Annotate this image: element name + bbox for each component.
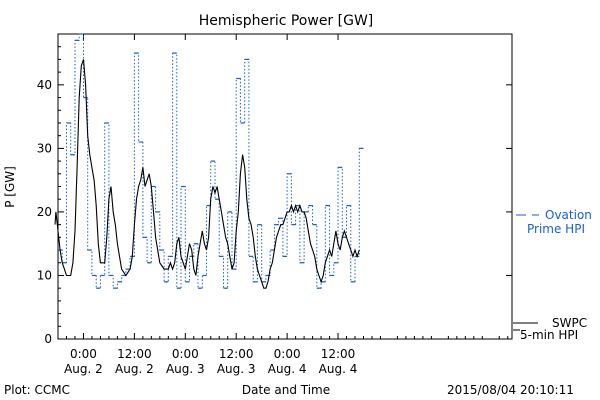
x-tick-time-label: 12:00 — [219, 347, 254, 361]
x-tick-time-label: 12:00 — [117, 347, 152, 361]
legend-ovation-line1: Ovation — [545, 208, 592, 222]
footer-timestamp: 2015/08/04 20:10:11 — [447, 383, 574, 397]
x-tick-time-label: 0:00 — [274, 347, 301, 361]
legend-swpc-line2: 5-min HPI — [520, 328, 578, 342]
chart-title: Hemispheric Power [GW] — [199, 13, 374, 29]
series-ovation-prime-hpi — [58, 33, 364, 289]
x-tick-time-label: 0:00 — [172, 347, 199, 361]
plot-frame — [57, 33, 513, 340]
y-tick-label: 0 — [44, 332, 52, 346]
legend-swpc-line1: SWPC — [552, 316, 587, 330]
x-tick-date-label: Aug. 2 — [64, 362, 103, 376]
y-tick-label: 30 — [37, 141, 52, 155]
x-tick-date-label: Aug. 4 — [268, 362, 307, 376]
x-tick-date-label: Aug. 2 — [115, 362, 154, 376]
x-tick-date-label: Aug. 4 — [319, 362, 358, 376]
y-tick-label: 20 — [37, 205, 52, 219]
series-layer — [54, 33, 364, 289]
x-tick-date-label: Aug. 3 — [166, 362, 205, 376]
y-axis: 0 10 20 30 40 — [37, 46, 512, 346]
y-tick-label: 40 — [37, 78, 52, 92]
legend-ovation-line2-text: Prime HPI — [527, 222, 585, 236]
y-tick-label: 10 — [37, 268, 52, 282]
series-swpc-5min-hpi — [54, 59, 360, 289]
x-tick-date-label: Aug. 3 — [217, 362, 256, 376]
plot-area — [57, 33, 513, 340]
footer-plot-source: Plot: CCMC — [4, 383, 70, 397]
y-axis-label: P [GW] — [3, 166, 17, 208]
x-axis-label: Date and Time — [242, 383, 330, 397]
x-tick-time-label: 0:00 — [70, 347, 97, 361]
x-tick-time-label: 12:00 — [321, 347, 356, 361]
